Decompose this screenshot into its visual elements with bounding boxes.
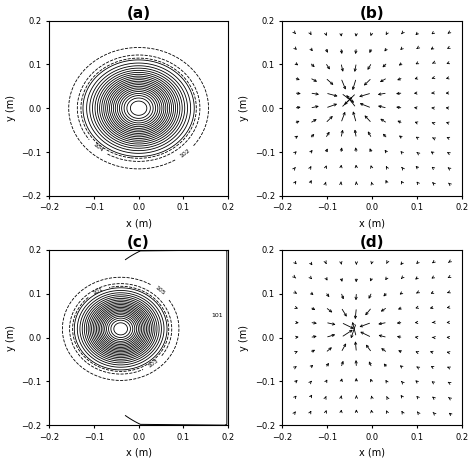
Text: 103: 103 [147,358,159,369]
Y-axis label: y (m): y (m) [6,95,16,121]
Text: 102: 102 [179,148,191,159]
Text: 101: 101 [92,287,104,296]
Y-axis label: y (m): y (m) [239,325,249,350]
Y-axis label: y (m): y (m) [239,95,249,121]
Text: 104: 104 [91,142,104,153]
X-axis label: x (m): x (m) [126,447,152,457]
Title: (b): (b) [360,6,384,20]
X-axis label: x (m): x (m) [359,218,385,228]
Title: (a): (a) [127,6,151,20]
X-axis label: x (m): x (m) [126,218,152,228]
Y-axis label: y (m): y (m) [6,325,16,350]
Title: (d): (d) [360,235,384,250]
Text: 105: 105 [154,285,166,297]
Text: 101: 101 [211,313,223,318]
Title: (c): (c) [127,235,150,250]
X-axis label: x (m): x (m) [359,447,385,457]
